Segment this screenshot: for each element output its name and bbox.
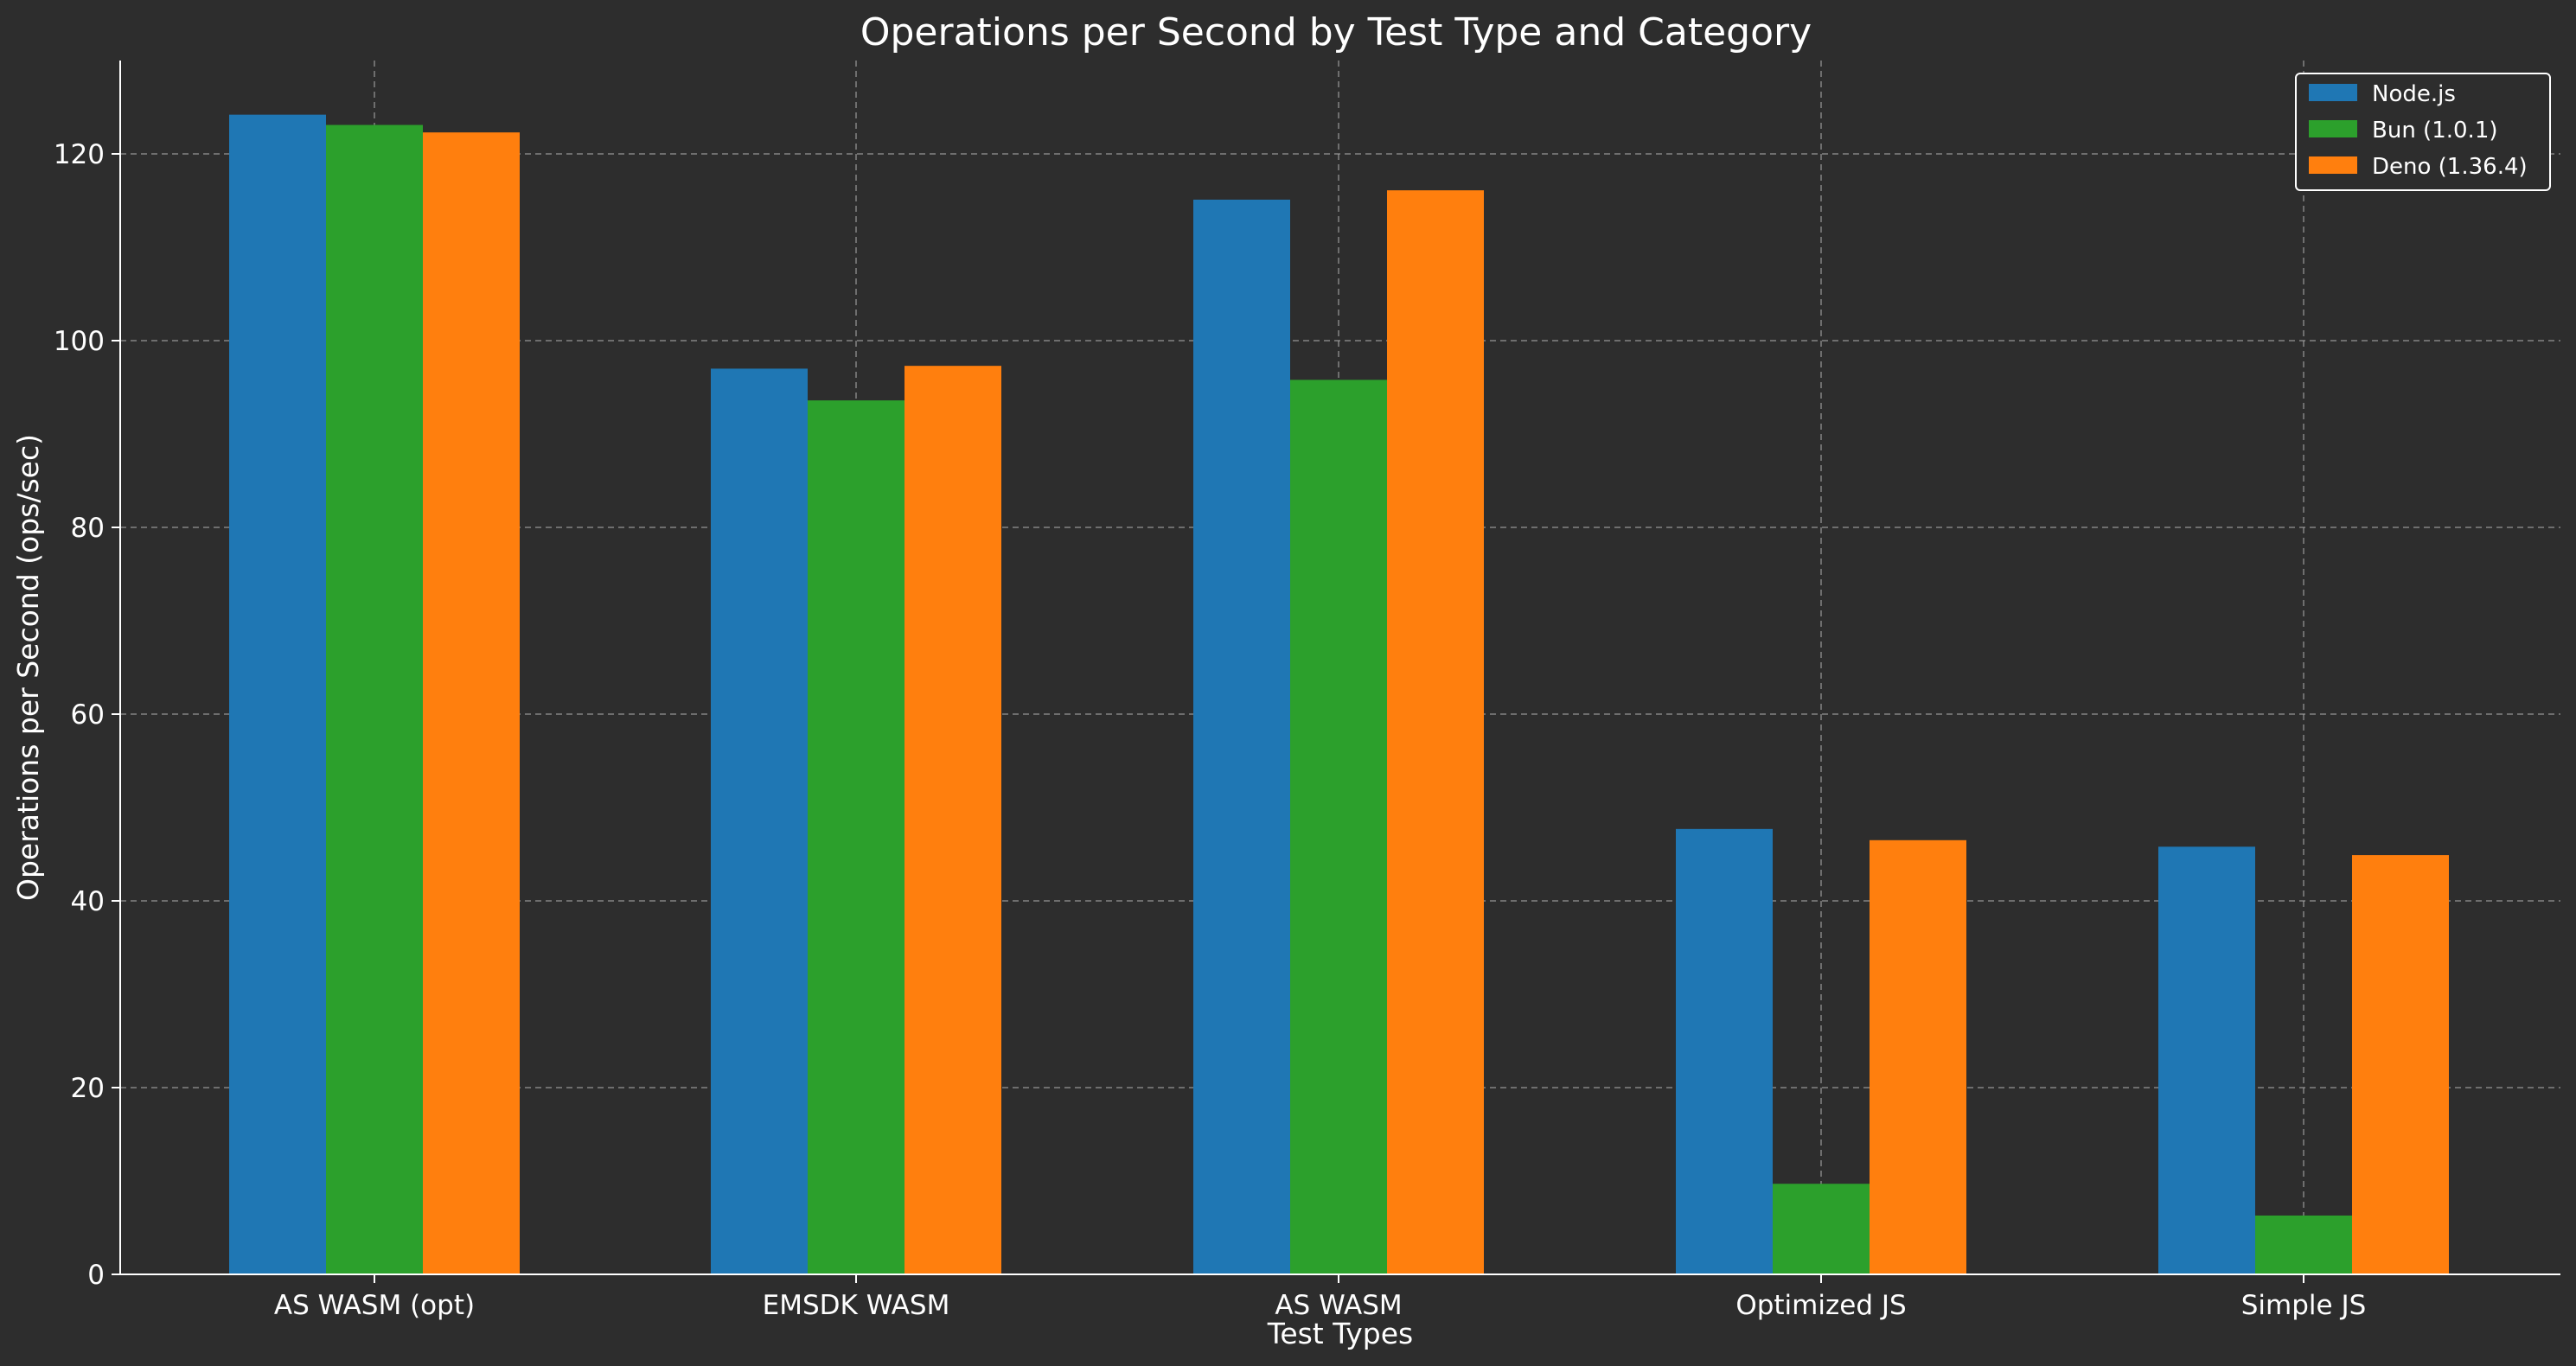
bar (1387, 190, 1484, 1274)
x-axis-title: Test Types (1267, 1317, 1413, 1350)
y-tick-label: 40 (71, 886, 105, 917)
bar (1773, 1184, 1870, 1274)
y-ticks: 0 20 40 60 80 100 120 (54, 139, 120, 1291)
axes (119, 61, 2560, 1275)
legend-swatch (2309, 156, 2357, 174)
legend-swatch (2309, 120, 2357, 137)
bar (1290, 380, 1387, 1274)
x-tick-label: AS WASM (opt) (274, 1290, 475, 1321)
legend-swatch (2309, 84, 2357, 101)
legend-box (2295, 73, 2551, 191)
y-axis-title: Operations per Second (ops/sec) (11, 434, 45, 901)
bars (229, 114, 2449, 1274)
bar (326, 124, 423, 1274)
legend-label: Node.js (2372, 81, 2456, 107)
x-tick-label: Optimized JS (1735, 1290, 1906, 1321)
bar (229, 114, 326, 1274)
y-tick-label: 80 (71, 513, 105, 544)
bar (711, 368, 808, 1274)
legend-label: Bun (1.0.1) (2372, 118, 2498, 144)
bar (2255, 1215, 2352, 1274)
bar (1676, 828, 1773, 1274)
bar (2158, 846, 2255, 1274)
x-ticks: AS WASM (opt) EMSDK WASM AS WASM Optimized … (274, 1274, 2366, 1321)
bar (808, 400, 904, 1274)
y-tick-label: 0 (87, 1260, 105, 1291)
y-tick-label: 100 (54, 326, 105, 357)
y-tick-label: 60 (71, 699, 105, 731)
bar (1870, 839, 1966, 1274)
x-tick-label: EMSDK WASM (763, 1290, 950, 1321)
y-tick-label: 120 (54, 139, 105, 170)
y-tick-label: 20 (71, 1073, 105, 1104)
bar (1193, 199, 1290, 1274)
bar (904, 366, 1001, 1274)
x-tick-label: Simple JS (2241, 1290, 2367, 1321)
legend: Node.js Bun (1.0.1) Deno (1.36.4) (2295, 73, 2551, 191)
chart-title: Operations per Second by Test Type and C… (860, 10, 1812, 54)
legend-label: Deno (1.36.4) (2372, 154, 2528, 180)
bar (2352, 855, 2449, 1274)
bar (423, 132, 520, 1274)
x-tick-label: AS WASM (1275, 1290, 1402, 1321)
